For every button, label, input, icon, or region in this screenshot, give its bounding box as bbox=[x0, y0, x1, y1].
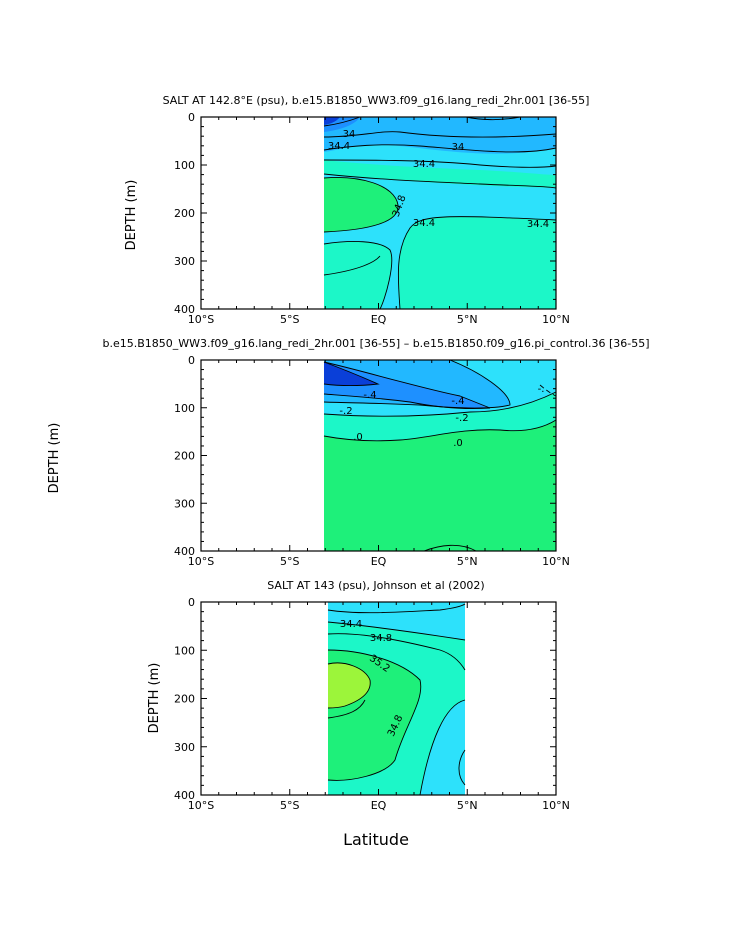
x-tick-label: 10°N bbox=[542, 555, 570, 568]
x-tick-label: EQ bbox=[371, 555, 387, 568]
contour-line bbox=[323, 173, 557, 189]
contour-line bbox=[323, 159, 557, 168]
contour-line bbox=[327, 699, 366, 719]
contour-label: -. bbox=[538, 384, 545, 395]
panel-2-fills bbox=[324, 360, 556, 551]
y-tick-label: 0 bbox=[188, 354, 195, 367]
panel-2-title: b.e15.B1850_WW3.f09_g16.lang_redi_2hr.00… bbox=[102, 337, 649, 350]
fill-aqua-band bbox=[324, 160, 556, 309]
contour-label: 34.4 bbox=[413, 159, 435, 170]
y-tick-label: 100 bbox=[174, 644, 195, 657]
contour-label: 34.8 bbox=[370, 633, 392, 644]
x-tick-label: 5°N bbox=[457, 799, 478, 812]
fill-aqua-lower bbox=[324, 241, 392, 309]
x-tick-label: 10°N bbox=[542, 313, 570, 326]
x-tick-label: 10°S bbox=[188, 799, 214, 812]
contour-line bbox=[323, 241, 393, 310]
fill-lime-core bbox=[328, 662, 371, 708]
y-tick-label: 300 bbox=[174, 741, 195, 754]
y-tick-label: 100 bbox=[174, 402, 195, 415]
contour-line bbox=[327, 621, 466, 641]
panel-3-fills bbox=[328, 602, 465, 795]
x-tick-label: 10°S bbox=[188, 555, 214, 568]
x-tick-label: 5°S bbox=[280, 313, 299, 326]
y-tick-label: 400 bbox=[174, 303, 195, 316]
contour-line bbox=[539, 384, 557, 397]
contour-line bbox=[323, 116, 361, 127]
y-tick-label: 300 bbox=[174, 255, 195, 268]
panel-1-contours bbox=[323, 116, 557, 310]
x-tick-label: 5°S bbox=[280, 799, 299, 812]
y-tick-label: 200 bbox=[174, 450, 195, 463]
contour-label: .0 bbox=[353, 432, 363, 443]
contour-line bbox=[397, 216, 557, 310]
fill-deep-core bbox=[324, 362, 378, 386]
contour-line bbox=[458, 749, 466, 786]
contour-label: -.2 bbox=[455, 413, 468, 424]
x-tick-label: 10°S bbox=[188, 313, 214, 326]
x-tick-label: EQ bbox=[371, 313, 387, 326]
panel-1-axes: 10°S 5°S EQ 5°N 10°N 0 100 200 300 400 bbox=[174, 111, 570, 326]
contour-label: -.4 bbox=[363, 390, 376, 401]
y-tick-label: 100 bbox=[174, 159, 195, 172]
contour-label: 34.4 bbox=[340, 619, 362, 630]
x-tick-label: 5°S bbox=[280, 555, 299, 568]
contour-label: 34.4 bbox=[413, 218, 435, 229]
panel-2-axes: 10°S 5°S EQ 5°N 10°N 0 100 200 300 400 bbox=[174, 354, 570, 568]
panel-2-ylabel: DEPTH (m) bbox=[47, 423, 62, 494]
x-tick-label: 5°N bbox=[457, 555, 478, 568]
contour-line bbox=[323, 359, 511, 409]
panel-1-ylabel: DEPTH (m) bbox=[124, 180, 139, 251]
contour-label: -.4 bbox=[451, 396, 464, 407]
fill-deep-corner bbox=[324, 117, 340, 125]
contour-line bbox=[327, 603, 466, 614]
y-tick-label: 200 bbox=[174, 207, 195, 220]
panel-3: SALT AT 143 (psu), Johnson et al (2002) … bbox=[147, 579, 570, 849]
contour-label: 34 bbox=[343, 129, 356, 140]
panel-3-contours bbox=[327, 603, 466, 796]
contour-line bbox=[323, 419, 557, 442]
contour-line bbox=[323, 391, 557, 417]
panel-2: b.e15.B1850_WW3.f09_g16.lang_redi_2hr.00… bbox=[47, 337, 650, 568]
panel-3-xlabel: Latitude bbox=[343, 830, 409, 849]
contour-line bbox=[327, 662, 371, 709]
contour-label: 34 bbox=[452, 142, 465, 153]
panel-1-fills bbox=[324, 117, 556, 309]
y-tick-label: 300 bbox=[174, 497, 195, 510]
contour-line bbox=[323, 255, 381, 276]
fill-green-core bbox=[324, 177, 399, 232]
panel-3-ylabel: DEPTH (m) bbox=[147, 663, 162, 734]
contour-line bbox=[323, 361, 380, 386]
contour-label: .0 bbox=[453, 438, 463, 449]
contour-line bbox=[323, 144, 557, 153]
y-tick-label: 0 bbox=[188, 111, 195, 124]
x-tick-label: 10°N bbox=[542, 799, 570, 812]
panel-1: SALT AT 142.8°E (psu), b.e15.B1850_WW3.f… bbox=[124, 94, 589, 326]
contour-label: 34.4 bbox=[328, 141, 350, 152]
x-tick-label: EQ bbox=[371, 799, 387, 812]
panel-2-contours bbox=[323, 359, 557, 552]
contour-label: -.2 bbox=[339, 406, 352, 417]
contour-line bbox=[423, 544, 477, 552]
panel-2-contour-labels: -.4 -.4 -.2 -.2 .0 .0 -. bbox=[339, 384, 544, 449]
panel-3-axes: 10°S 5°S EQ 5°N 10°N 0 100 200 300 400 bbox=[174, 596, 570, 812]
y-tick-label: 400 bbox=[174, 545, 195, 558]
contour-line bbox=[327, 649, 422, 781]
panel-3-title: SALT AT 143 (psu), Johnson et al (2002) bbox=[267, 579, 484, 592]
x-tick-label: 5°N bbox=[457, 313, 478, 326]
contour-line bbox=[323, 131, 557, 138]
contour-label: 34.4 bbox=[527, 219, 549, 230]
panel-1-title: SALT AT 142.8°E (psu), b.e15.B1850_WW3.f… bbox=[163, 94, 590, 107]
y-tick-label: 200 bbox=[174, 693, 195, 706]
contour-line bbox=[323, 177, 399, 233]
contour-line bbox=[465, 116, 521, 121]
y-tick-label: 0 bbox=[188, 596, 195, 609]
contour-line bbox=[327, 633, 466, 671]
contour-line bbox=[419, 699, 466, 796]
y-tick-label: 400 bbox=[174, 789, 195, 802]
